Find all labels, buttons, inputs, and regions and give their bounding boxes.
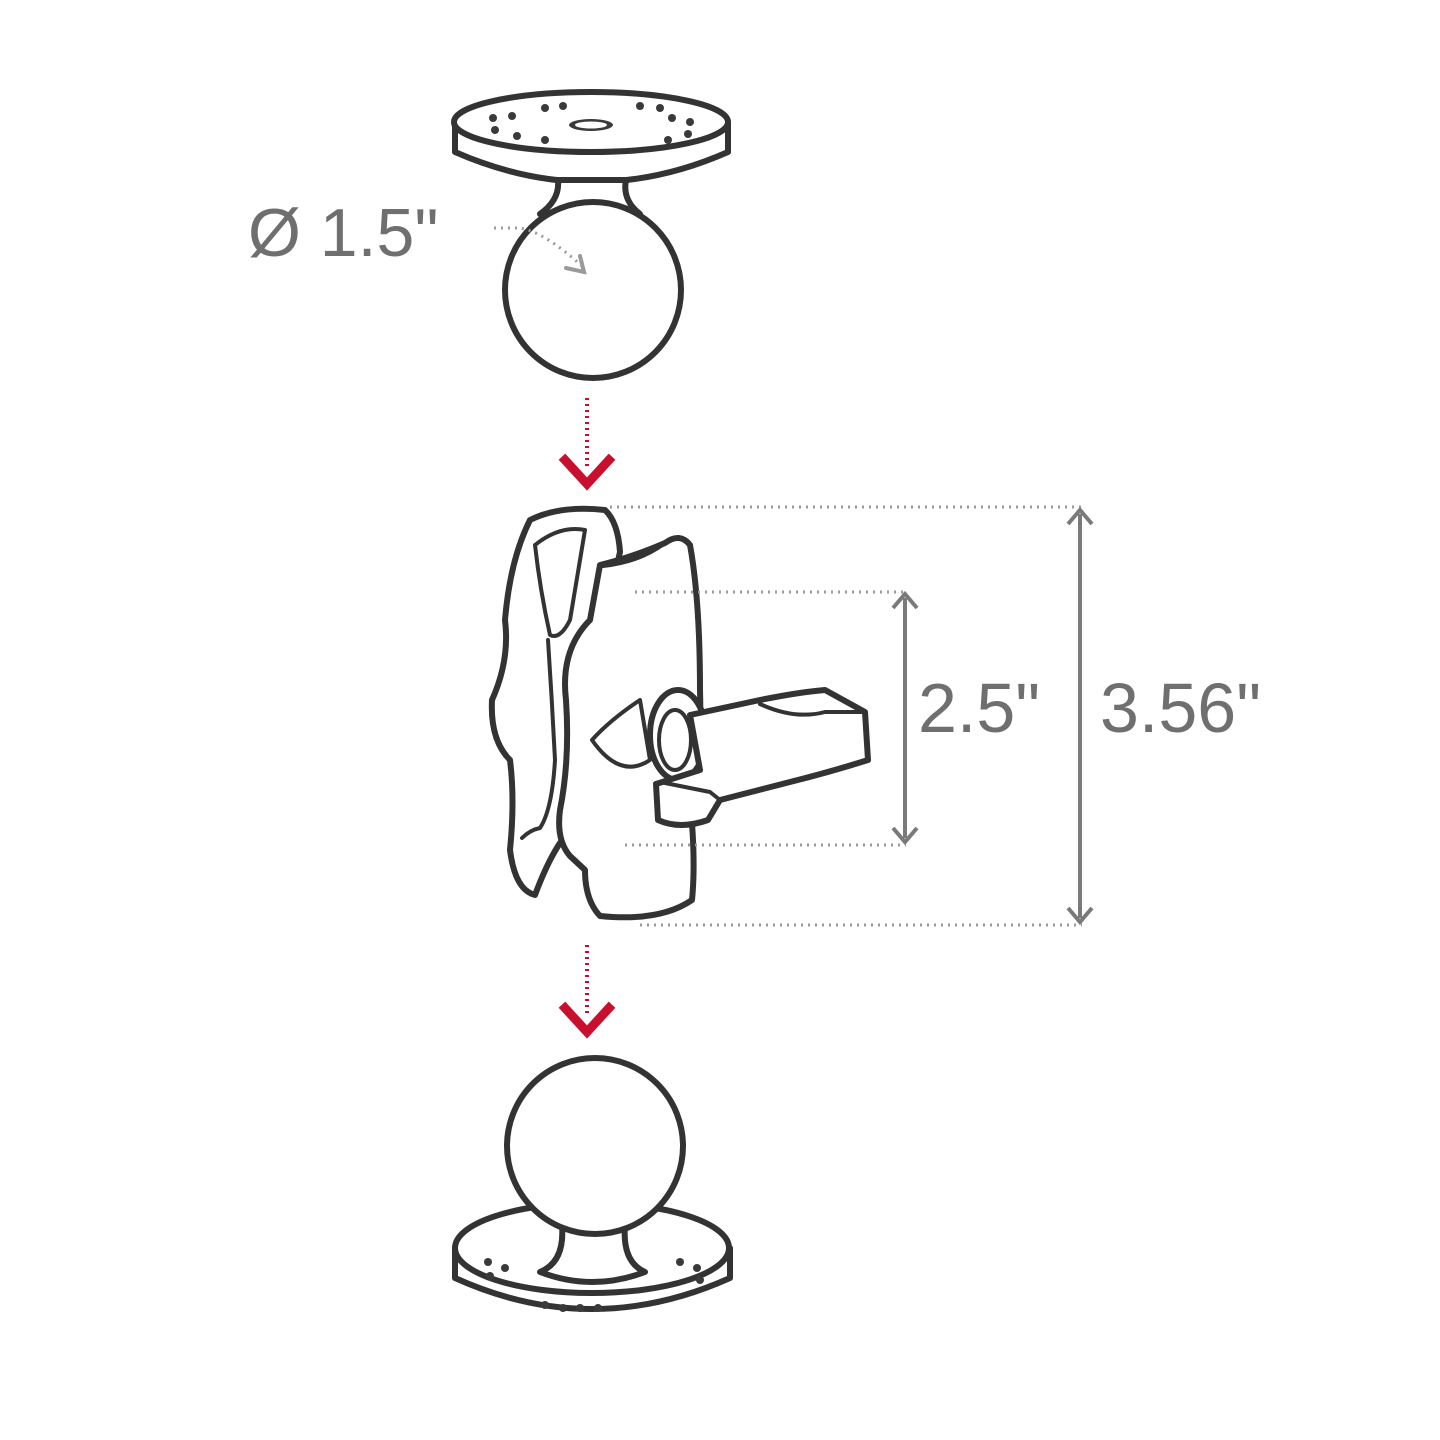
down-arrow-icon [558, 945, 616, 1039]
down-arrow-icon [558, 398, 616, 491]
inner-height-label: 2.5" [918, 669, 1040, 747]
ball-diameter-annotation: Ø 1.5" [248, 195, 587, 275]
overall-height-label: 3.56" [1100, 669, 1261, 747]
top-ball-mount [451, 89, 731, 381]
dimension-inner: 2.5" [625, 590, 1040, 847]
bottom-ball-mount [452, 1055, 733, 1312]
dimension-overall: 3.56" [610, 505, 1261, 927]
ball-diameter-label: Ø 1.5" [248, 195, 438, 271]
double-socket-arm [488, 505, 871, 921]
